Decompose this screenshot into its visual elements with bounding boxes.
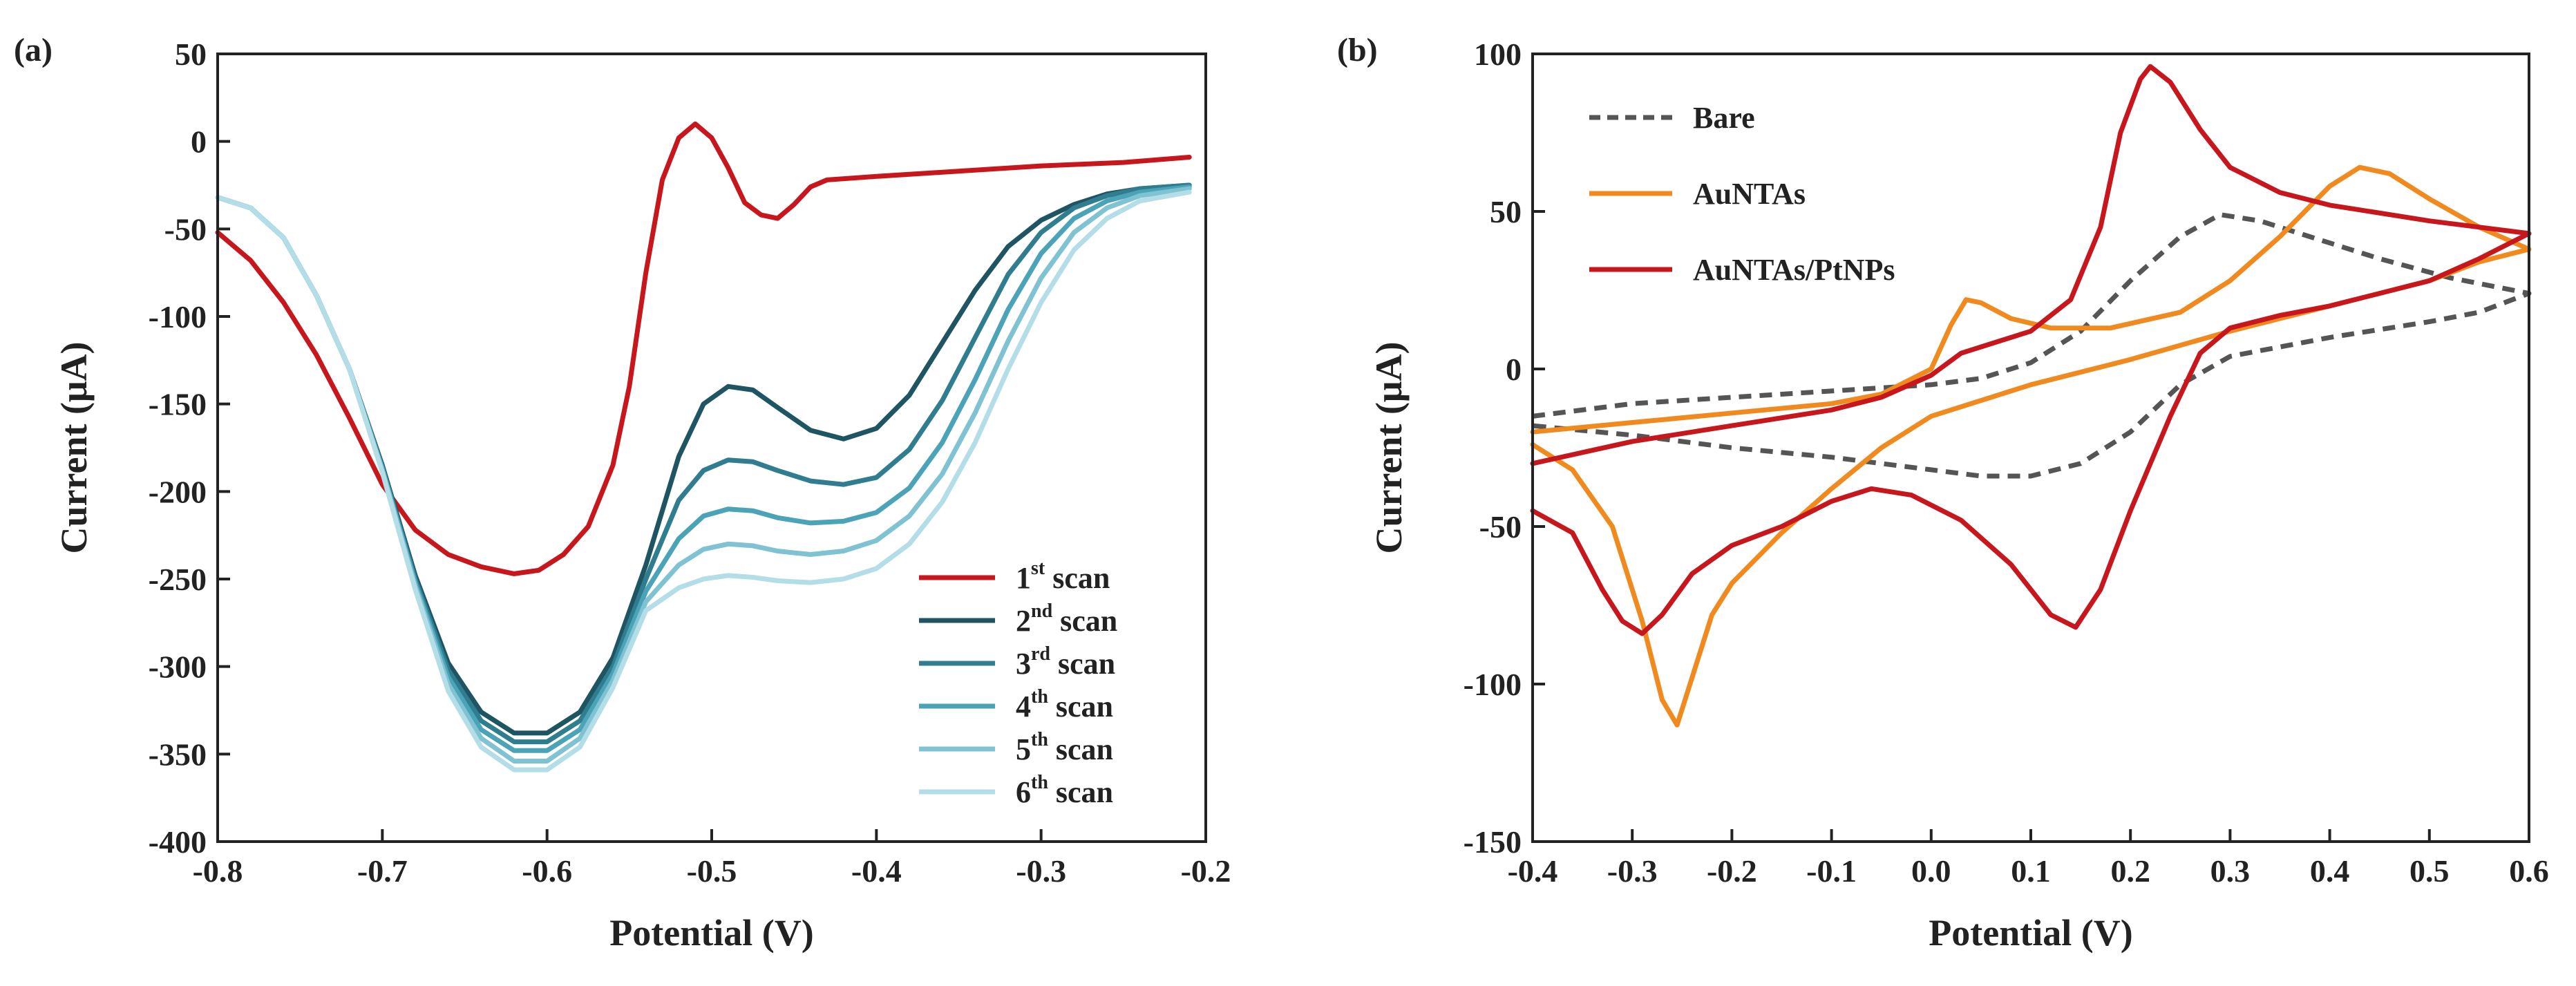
y-tick-label: -350 (149, 737, 207, 772)
y-axis-title: Current (μA) (53, 341, 95, 553)
x-tick-label: -0.2 (1181, 853, 1231, 889)
y-tick-label: -400 (149, 824, 207, 860)
x-tick-label: 0.0 (1911, 853, 1951, 889)
chart-panel-b: (b) -0.4 -0.3 -0.2 -0.1 0.0 0.1 0.2 0.3 0.4 0.5 0.6… (1337, 32, 2549, 954)
series-line-0 (1532, 212, 2532, 479)
series-line-2 (1530, 64, 2532, 636)
y-tick-label: -200 (149, 474, 207, 509)
y-tick-label: -50 (164, 211, 207, 247)
legend-label-3: 4th scan (1016, 686, 1113, 723)
y-tick-label: 100 (1474, 37, 1522, 72)
x-tick-label: 0.4 (2310, 853, 2350, 889)
x-tick-label: -0.3 (1016, 853, 1066, 889)
series-line-0 (215, 121, 1192, 576)
series-line-5 (215, 189, 1192, 772)
y-tick-label: 50 (1490, 194, 1522, 229)
y-tick-label: 0 (1506, 352, 1522, 387)
y-tick-label: 50 (175, 37, 207, 72)
x-tick-label: -0.5 (687, 853, 737, 889)
x-tick-label: -0.2 (1707, 853, 1757, 889)
x-tick-label: -0.1 (1806, 853, 1857, 889)
legend-label-0: 1st scan (1016, 558, 1110, 595)
y-axis-title: Current (μA) (1368, 341, 1410, 553)
panel-label: (b) (1337, 32, 1378, 68)
legend-label-4: 5th scan (1016, 729, 1113, 766)
x-tick-label: 0.5 (2409, 853, 2450, 889)
series-line-1 (1530, 164, 2532, 728)
x-tick-label: -0.4 (851, 853, 902, 889)
x-tick-label: -0.8 (193, 853, 243, 889)
x-axis-title: Potential (V) (609, 912, 813, 954)
x-tick-label: 0.2 (2110, 853, 2150, 889)
legend: 1st scan 2nd scan 3rd scan 4th scan 5th scan… (919, 558, 1117, 809)
y-tick-label: -100 (149, 299, 207, 334)
series-line-4 (215, 186, 1192, 764)
y-tick-label: -50 (1479, 509, 1522, 544)
x-tick-label: -0.6 (522, 853, 572, 889)
x-tick-label: -0.3 (1607, 853, 1658, 889)
x-tick-label: 0.3 (2210, 853, 2251, 889)
y-tick-label: -300 (149, 650, 207, 685)
y-tick-label: -150 (149, 387, 207, 422)
x-tick-label: 0.6 (2509, 853, 2549, 889)
y-tick-label: -100 (1464, 667, 1522, 702)
y-tick-label: -250 (149, 562, 207, 597)
panel-label: (a) (14, 32, 53, 68)
legend-label-2: 3rd scan (1016, 643, 1115, 681)
legend: Bare AuNTAs AuNTAs/PtNPs (1589, 101, 1895, 287)
legend-label-1: AuNTAs (1693, 177, 1806, 211)
y-tick-label: -150 (1464, 824, 1522, 860)
x-tick-label: -0.7 (357, 853, 408, 889)
legend-label-0: Bare (1693, 101, 1755, 135)
chart-panel-a: (a) -0.8 -0.7 -0.6 -0.5 -0.4 -0.3 -0.2 50 0 -50 -10… (14, 32, 1231, 954)
y-tick-label: 0 (191, 124, 207, 160)
x-axis-title: Potential (V) (1929, 912, 2132, 954)
legend-label-1: 2nd scan (1016, 600, 1117, 638)
legend-label-5: 6th scan (1016, 772, 1113, 809)
x-tick-label: 0.1 (2011, 853, 2051, 889)
x-tick-label: -0.4 (1508, 853, 1558, 889)
legend-label-2: AuNTAs/PtNPs (1693, 253, 1895, 287)
